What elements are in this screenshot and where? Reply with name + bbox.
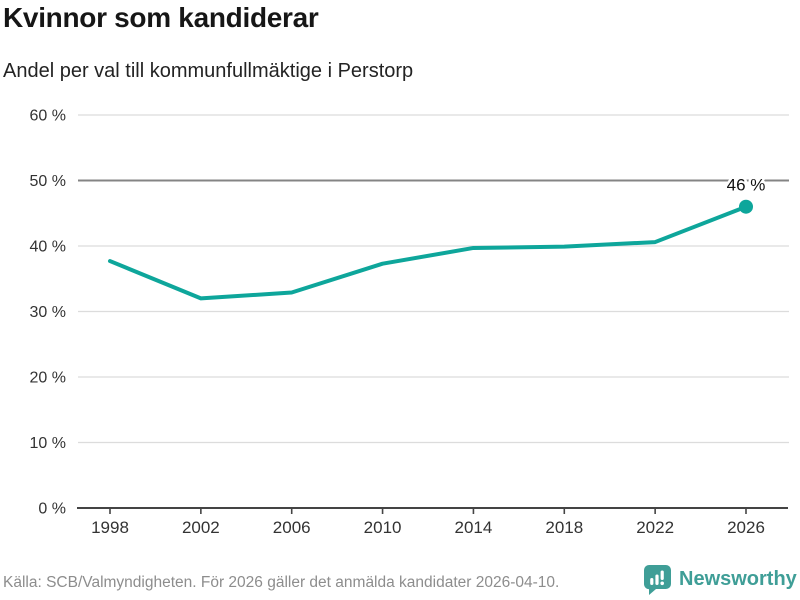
bar-2 <box>655 574 659 585</box>
x-tick-label: 2026 <box>727 518 765 537</box>
end-point-dot <box>739 199 753 214</box>
y-tick-label: 40 % <box>30 239 66 256</box>
x-tick-label: 2022 <box>636 518 674 537</box>
exclamation-dot <box>660 581 664 585</box>
page-title: Kvinnor som kandiderar <box>3 2 319 33</box>
x-tick-label: 2002 <box>182 518 220 537</box>
y-tick-label: 0 % <box>38 501 66 518</box>
y-tick-label: 60 % <box>30 108 66 125</box>
x-tick-label: 2006 <box>273 518 311 537</box>
page-subtitle: Andel per val till kommunfullmäktige i P… <box>3 60 414 82</box>
bar-3 <box>660 570 664 580</box>
y-tick-label: 30 % <box>30 304 66 321</box>
source-note: Källa: SCB/Valmyndigheten. För 2026 gäll… <box>3 574 560 591</box>
end-value-label: 46 % <box>727 176 766 195</box>
x-tick-label: 2010 <box>364 518 402 537</box>
y-tick-label: 10 % <box>30 435 66 452</box>
newsworthy-badge-icon <box>643 564 671 595</box>
bar-1 <box>650 577 654 585</box>
brand-logo: Newsworthy <box>643 562 797 596</box>
y-tick-label: 20 % <box>30 370 66 387</box>
y-tick-label: 50 % <box>30 173 66 190</box>
brand-name: Newsworthy <box>679 567 797 590</box>
x-tick-label: 2014 <box>455 518 493 537</box>
x-tick-label: 2018 <box>545 518 583 537</box>
series-line <box>108 204 748 301</box>
x-tick-label: 1998 <box>91 518 129 537</box>
